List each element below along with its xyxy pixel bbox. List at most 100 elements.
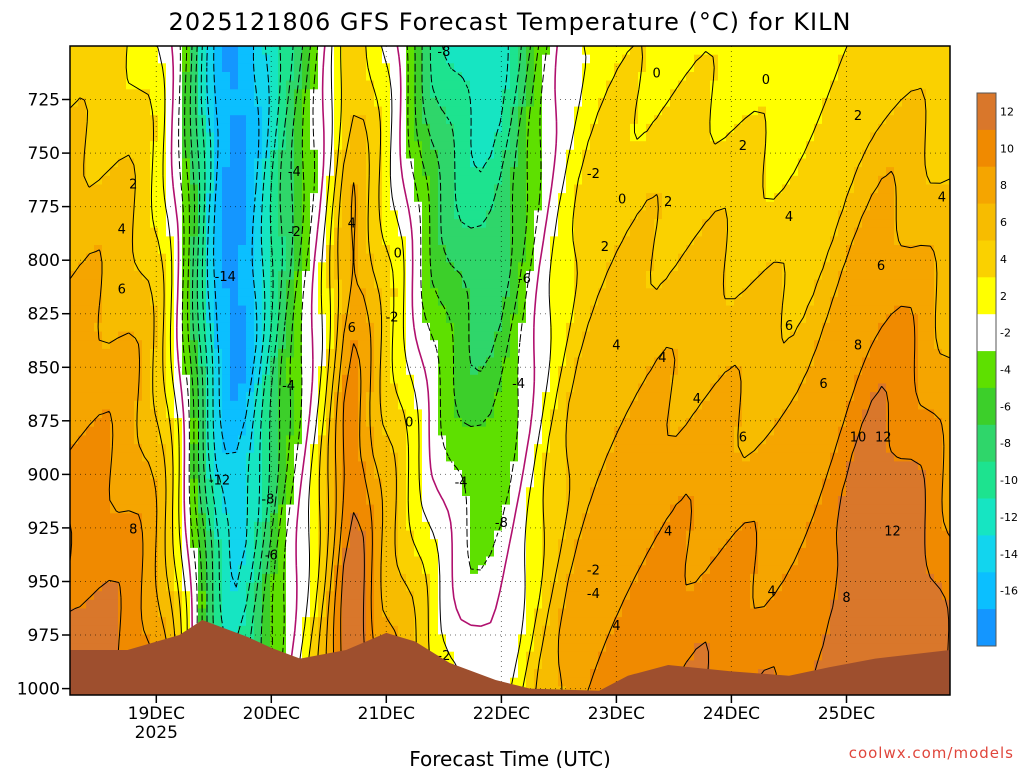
field-cell: [566, 262, 575, 272]
field-cell: [526, 227, 535, 237]
field-cell: [238, 513, 247, 523]
field-cell: [350, 322, 359, 333]
field-cell: [214, 193, 223, 203]
field-cell: [134, 123, 143, 134]
field-cell: [110, 348, 119, 359]
field-cell: [518, 565, 527, 575]
field-cell: [182, 504, 191, 514]
field-cell: [142, 201, 151, 212]
field-cell: [390, 210, 399, 220]
field-cell: [598, 418, 607, 428]
field-cell: [502, 400, 511, 411]
field-cell: [582, 219, 591, 229]
field-cell: [382, 253, 391, 263]
field-cell: [574, 496, 583, 506]
field-cell: [246, 115, 255, 125]
field-cell: [534, 374, 543, 385]
field-cell: [462, 660, 471, 670]
field-cell: [518, 201, 527, 212]
field-cell: [582, 288, 591, 298]
field-cell: [502, 409, 511, 419]
field-cell: [254, 452, 263, 462]
field-cell: [502, 383, 511, 393]
field-cell: [374, 80, 383, 90]
field-cell: [518, 392, 527, 402]
field-cell: [510, 236, 519, 246]
field-cell: [126, 418, 135, 428]
field-cell: [558, 461, 567, 471]
field-cell: [102, 426, 111, 436]
field-cell: [566, 279, 575, 289]
field-cell: [206, 158, 215, 168]
field-cell: [118, 227, 127, 237]
field-cell: [254, 210, 263, 220]
field-cell: [278, 322, 287, 333]
field-cell: [150, 262, 159, 272]
field-cell: [254, 340, 263, 350]
field-cell: [398, 374, 407, 385]
field-cell: [166, 97, 175, 108]
field-cell: [254, 530, 263, 540]
field-cell: [214, 322, 223, 333]
field-cell: [518, 141, 527, 151]
field-cell: [142, 115, 151, 125]
field-cell: [230, 115, 239, 125]
field-cell: [486, 80, 495, 90]
field-cell: [302, 418, 311, 428]
field-cell: [102, 383, 111, 393]
field-cell: [558, 591, 567, 601]
field-cell: [334, 374, 343, 385]
field-cell: [550, 141, 559, 151]
field-cell: [214, 496, 223, 506]
field-cell: [478, 167, 487, 177]
field-cell: [398, 158, 407, 168]
field-cell: [350, 634, 359, 644]
field-cell: [278, 72, 287, 82]
field-cell: [566, 72, 575, 82]
field-cell: [342, 89, 351, 99]
field-cell: [294, 340, 303, 350]
field-cell: [550, 72, 559, 82]
field-cell: [358, 115, 367, 125]
field-cell: [110, 521, 119, 532]
field-cell: [262, 418, 271, 428]
field-cell: [174, 54, 183, 64]
field-cell: [166, 357, 175, 367]
field-cell: [566, 89, 575, 99]
field-cell: [342, 167, 351, 177]
field-cell: [598, 54, 607, 64]
field-cell: [350, 106, 359, 116]
field-cell: [222, 530, 231, 540]
field-cell: [526, 669, 535, 679]
field-cell: [590, 478, 599, 488]
field-cell: [238, 400, 247, 411]
field-cell: [438, 461, 447, 471]
field-cell: [78, 175, 87, 186]
field-cell: [350, 210, 359, 220]
field-cell: [526, 591, 535, 601]
field-cell: [246, 97, 255, 108]
field-cell: [134, 521, 143, 532]
field-cell: [150, 54, 159, 64]
field-cell: [454, 184, 463, 194]
field-cell: [342, 426, 351, 436]
field-cell: [342, 400, 351, 411]
field-cell: [278, 582, 287, 592]
field-cell: [494, 227, 503, 237]
field-cell: [358, 452, 367, 462]
field-cell: [486, 400, 495, 411]
field-cell: [134, 89, 143, 99]
field-cell: [350, 63, 359, 73]
field-cell: [286, 392, 295, 402]
field-cell: [582, 521, 591, 532]
field-cell: [582, 54, 591, 64]
field-cell: [462, 444, 471, 454]
field-cell: [254, 72, 263, 82]
field-cell: [470, 599, 479, 610]
field-cell: [438, 89, 447, 99]
field-cell: [430, 167, 439, 177]
field-cell: [270, 262, 279, 272]
field-cell: [406, 305, 415, 315]
field-cell: [198, 452, 207, 462]
field-cell: [422, 452, 431, 462]
